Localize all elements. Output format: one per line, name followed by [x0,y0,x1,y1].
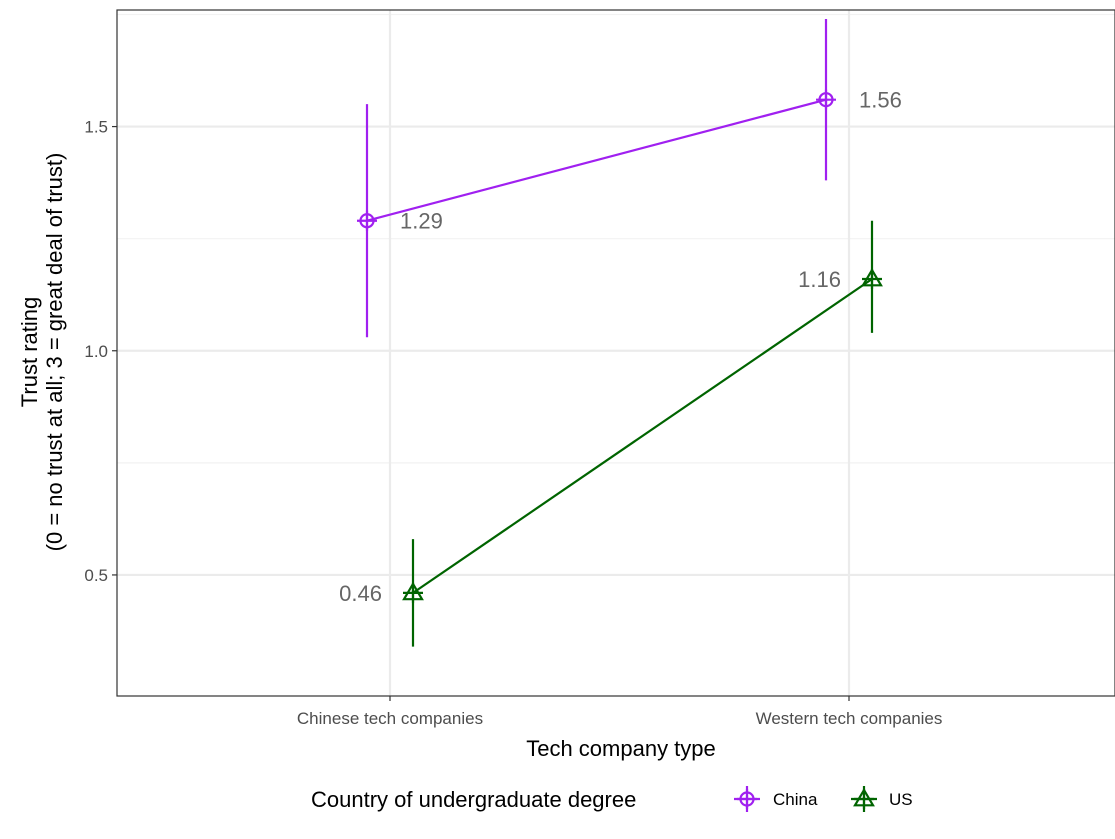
data-label: 0.46 [339,581,382,606]
data-label: 1.29 [400,209,443,234]
plot-panel-border [116,9,1115,697]
y-axis-title-line1: Trust rating [17,297,42,407]
series-layer: 1.29 1.56 0.46 1.16 [339,18,902,647]
series-us: 0.46 1.16 [339,220,883,647]
data-label: 1.56 [859,88,902,113]
y-axis: 0.5 1.0 1.5 [84,118,117,585]
x-axis-title: Tech company type [526,736,716,761]
y-tick-label: 0.5 [84,566,108,585]
legend: Country of undergraduate degree China US [311,786,913,812]
y-axis-title: Trust rating (0 = no trust at all; 3 = g… [17,153,67,552]
x-tick-label: Western tech companies [756,709,943,728]
series-china: 1.29 1.56 [357,18,902,338]
series-line [412,278,873,594]
legend-label-china: China [773,790,818,809]
legend-label-us: US [889,790,913,809]
y-tick-label: 1.5 [84,118,108,137]
series-line [366,98,827,222]
y-axis-title-line2: (0 = no trust at all; 3 = great deal of … [42,153,67,552]
legend-title: Country of undergraduate degree [311,787,636,812]
y-tick-label: 1.0 [84,342,108,361]
data-label: 1.16 [798,267,841,292]
x-axis: Chinese tech companies Western tech compa… [297,696,942,728]
legend-key-china [734,786,760,812]
grid [117,10,1115,696]
legend-key-us [851,786,877,812]
x-tick-label: Chinese tech companies [297,709,483,728]
